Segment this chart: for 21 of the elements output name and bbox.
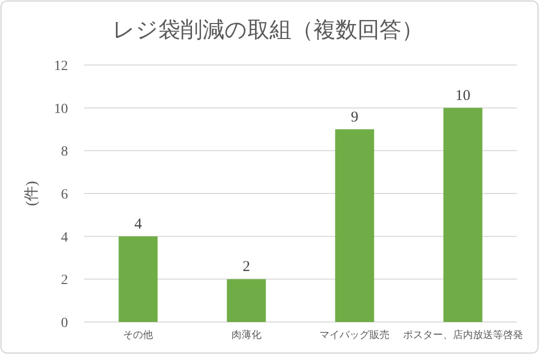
y-tick-label: 4 — [61, 230, 68, 246]
y-tick-label: 0 — [61, 316, 68, 331]
x-tick-label: 肉薄化 — [231, 329, 262, 341]
data-label: 4 — [134, 216, 142, 232]
bar — [226, 279, 266, 322]
data-label: 10 — [455, 88, 470, 104]
y-tick-label: 2 — [61, 273, 68, 288]
y-tick-label: 6 — [61, 188, 68, 202]
bar — [335, 129, 374, 322]
x-tick-label: その他 — [123, 329, 154, 341]
y-tick-label: 8 — [61, 144, 68, 160]
chart-title: レジ袋削減の取組（複数回答） — [112, 17, 424, 42]
data-label: 2 — [242, 259, 250, 276]
bar — [118, 236, 158, 322]
y-tick-label: 12 — [54, 59, 68, 74]
x-tick-label: マイバッグ販売 — [320, 329, 390, 341]
x-tick-label: ポスター、店内放送等啓発 — [402, 329, 523, 341]
y-tick-label: 10 — [54, 102, 68, 117]
data-label: 9 — [350, 109, 358, 126]
bar — [443, 108, 482, 322]
y-axis-title: (件) — [24, 181, 40, 206]
